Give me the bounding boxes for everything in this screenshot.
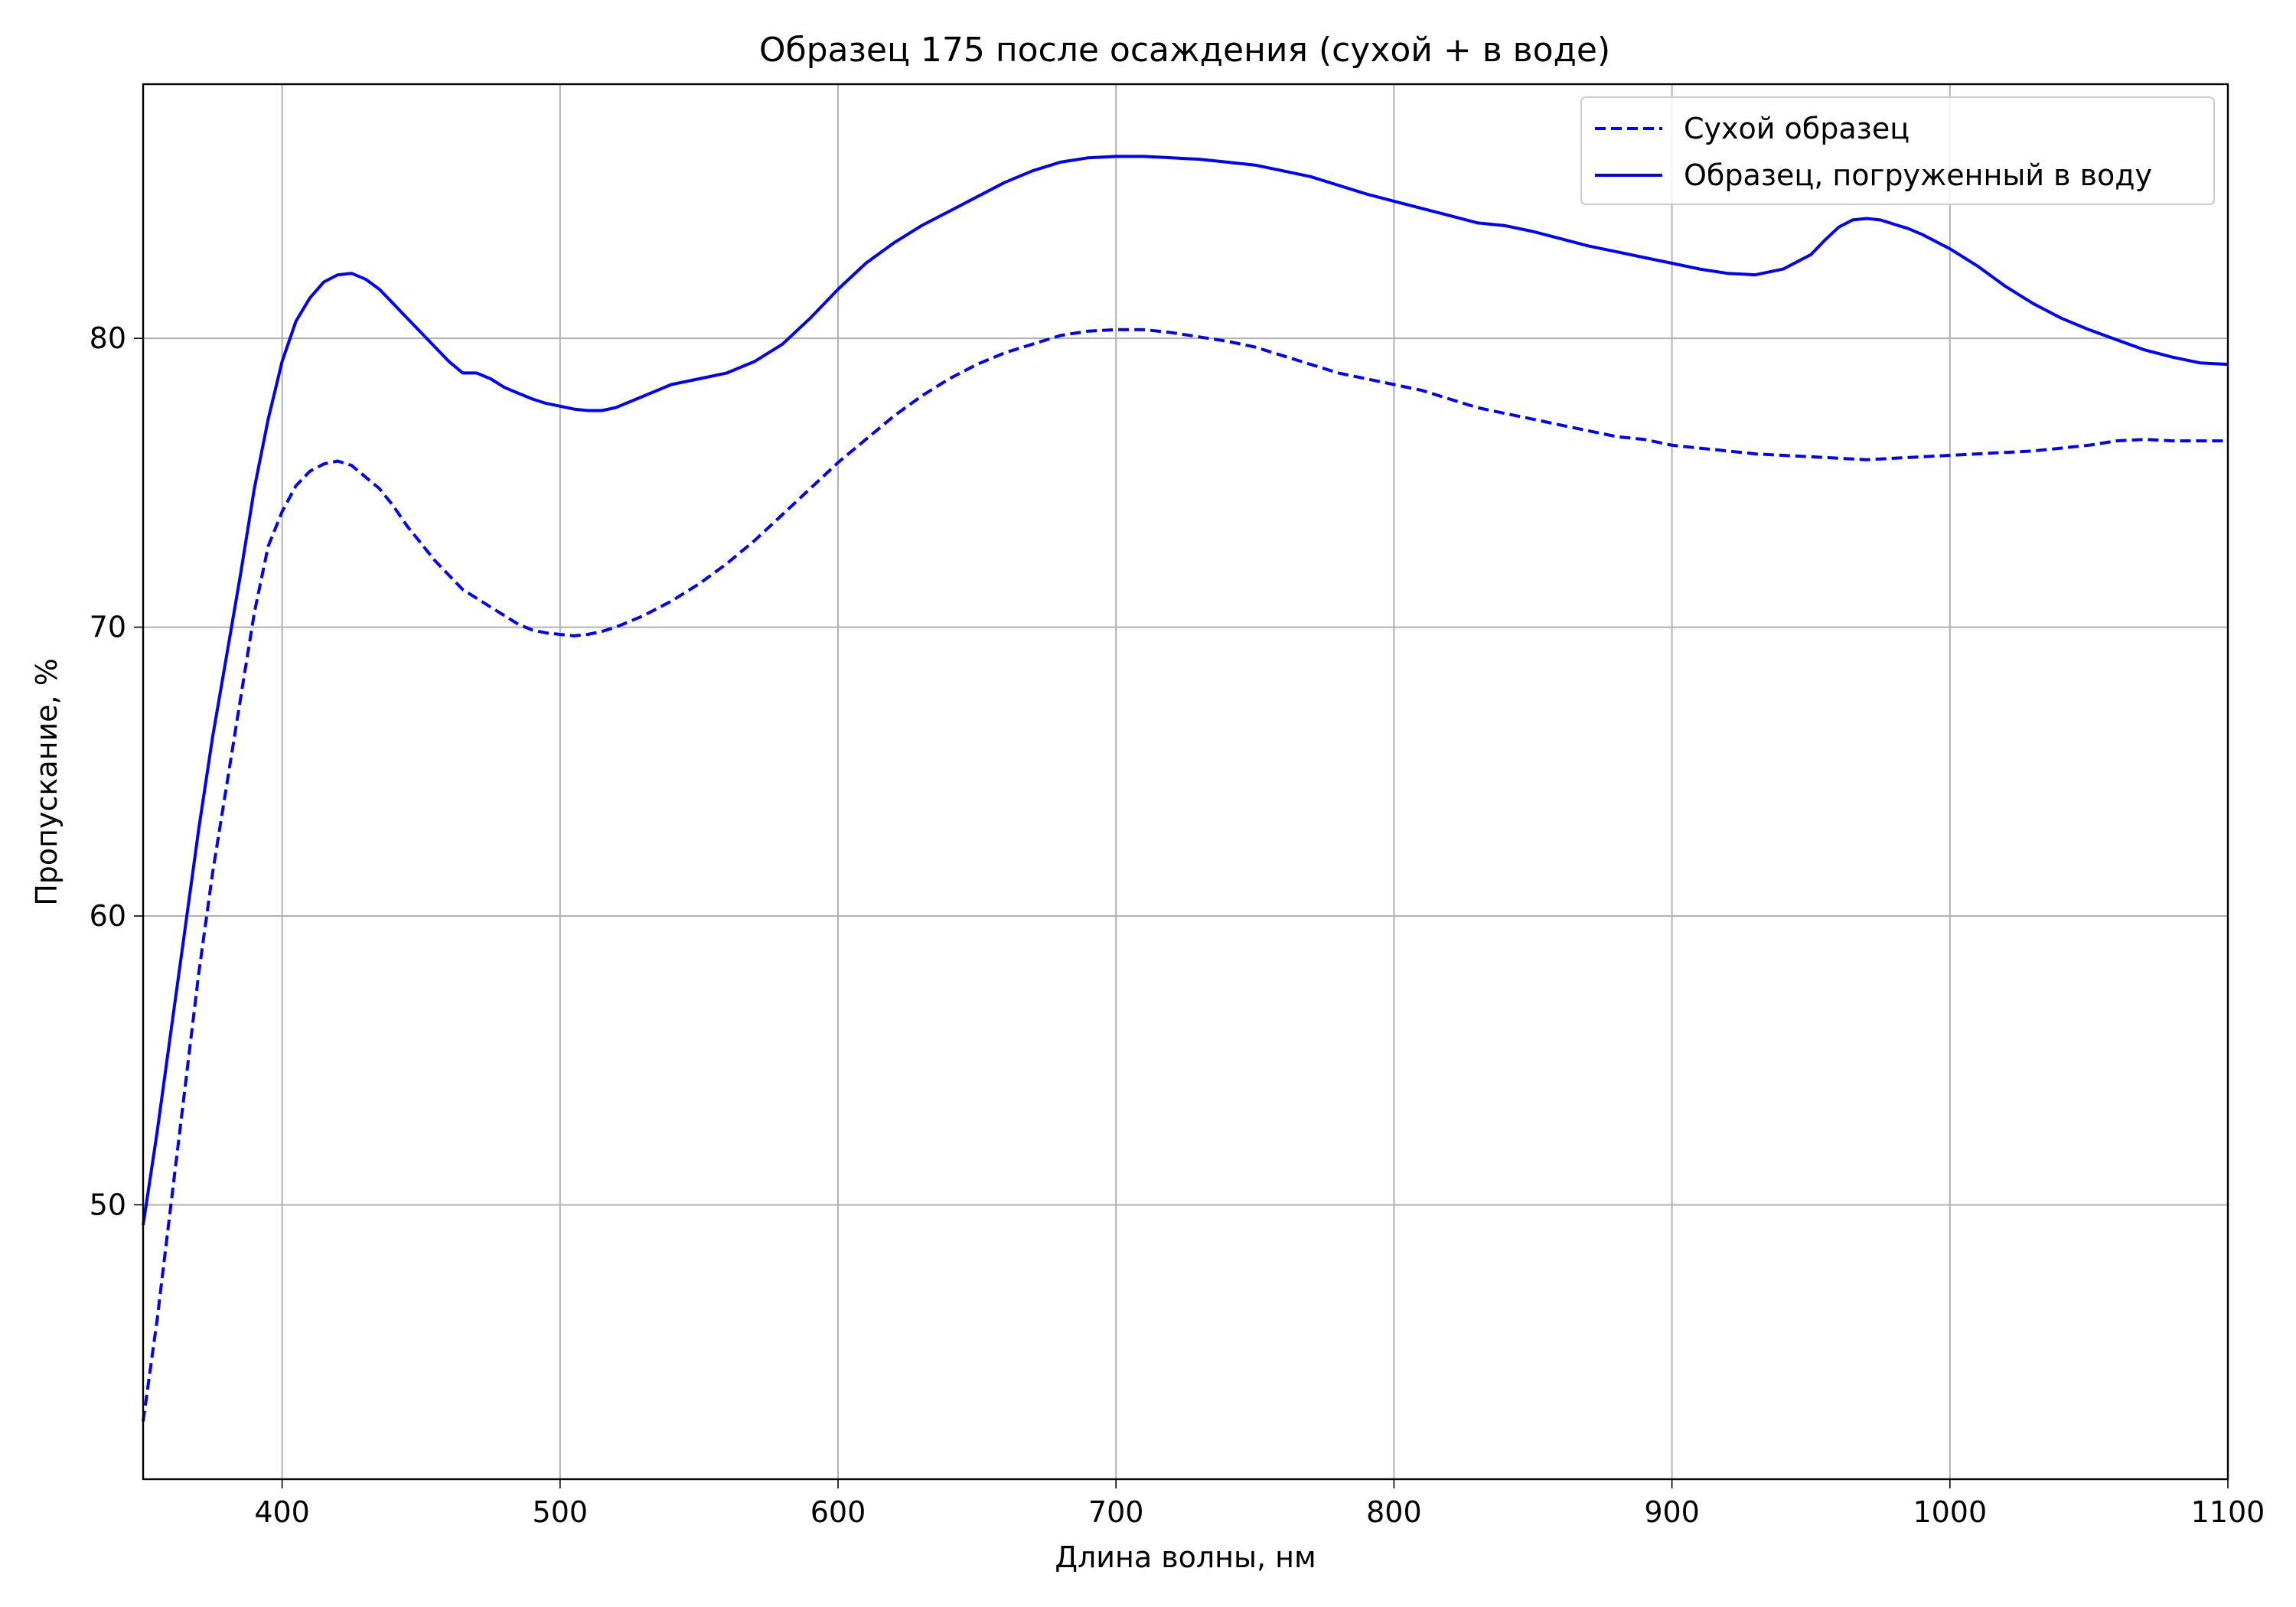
x-tick-label: 800 bbox=[1366, 1495, 1422, 1529]
legend: Сухой образец Образец, погруженный в вод… bbox=[1580, 96, 2215, 205]
y-tick-label: 80 bbox=[90, 321, 126, 355]
legend-label-water: Образец, погруженный в воду bbox=[1684, 158, 2152, 192]
grid-lines bbox=[143, 84, 2229, 1479]
x-tick-label: 1000 bbox=[1913, 1495, 1987, 1529]
series-lines bbox=[142, 155, 2229, 1422]
legend-label-dry: Сухой образец bbox=[1684, 112, 1910, 145]
series-line-dry bbox=[142, 328, 2228, 1422]
y-axis-label: Пропускание, % bbox=[30, 658, 64, 906]
plot-area-frame bbox=[142, 83, 2229, 1481]
x-tick-label: 1100 bbox=[2191, 1495, 2265, 1529]
y-tick-label: 70 bbox=[90, 611, 126, 644]
chart-title: Образец 175 после осаждения (сухой + в в… bbox=[759, 31, 1610, 70]
y-axis-ticks: 50 60 70 80 bbox=[90, 321, 143, 1221]
y-tick-label: 60 bbox=[90, 899, 126, 933]
series-line-water bbox=[142, 155, 2229, 1226]
x-tick-label: 900 bbox=[1644, 1495, 1700, 1529]
x-tick-label: 400 bbox=[254, 1495, 310, 1529]
y-tick-label: 50 bbox=[90, 1188, 126, 1221]
x-tick-label: 700 bbox=[1088, 1495, 1144, 1529]
legend-box bbox=[1580, 96, 2215, 205]
x-axis-label: Длина волны, нм bbox=[1055, 1540, 1316, 1574]
x-tick-label: 500 bbox=[533, 1495, 589, 1529]
x-tick-label: 600 bbox=[810, 1495, 866, 1529]
x-axis-ticks: 400 500 600 700 800 900 1000 1100 bbox=[254, 1479, 2265, 1529]
